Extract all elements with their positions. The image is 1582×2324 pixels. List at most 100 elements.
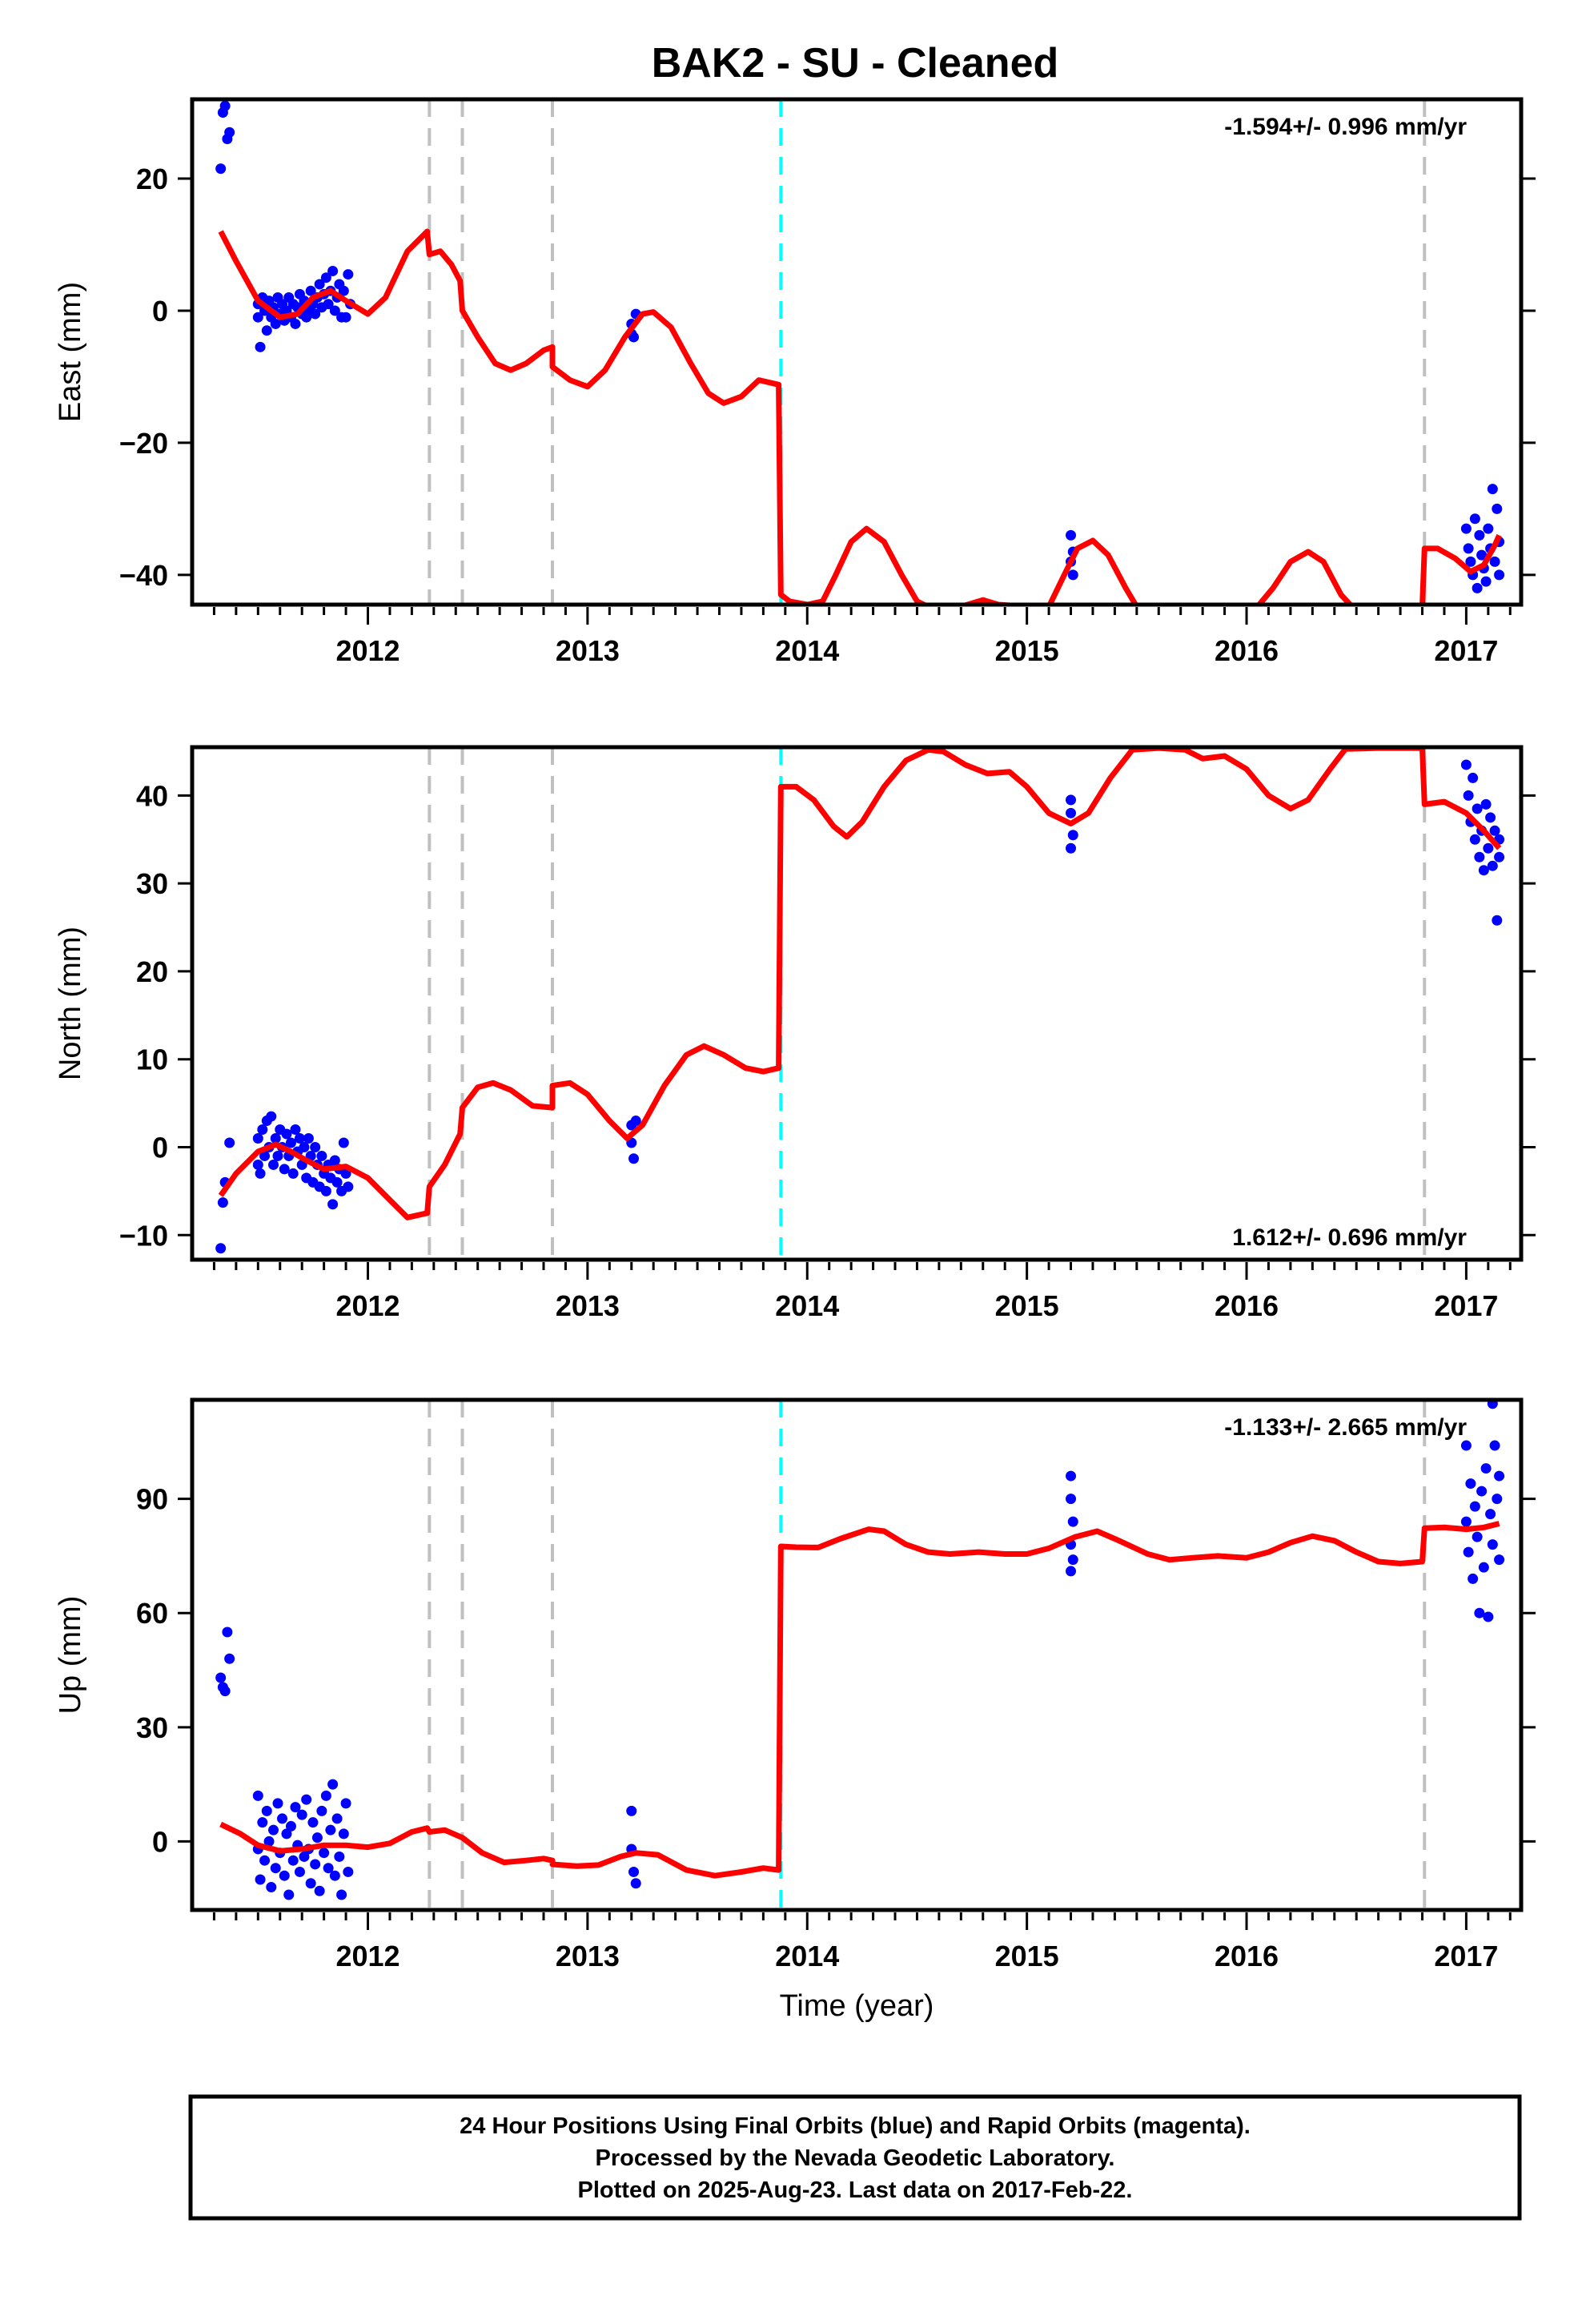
data-point [338,1828,349,1839]
data-point [1460,1516,1472,1527]
data-point [270,1133,281,1144]
data-point [323,299,334,310]
data-point [325,1824,336,1835]
x-tick-label: 2013 [556,1289,620,1322]
data-point [1489,1440,1500,1451]
x-tick-label: 2014 [775,1289,839,1322]
north-panel: 2012 2013 2014 2015 2016 2017 −10 0 10 20 30 40 Nort… [54,745,1536,1322]
east-frame [190,97,1524,607]
data-point [1474,529,1485,541]
data-point [215,163,227,175]
data-point [314,1885,325,1896]
data-point [279,1870,290,1881]
data-point [1468,1573,1479,1584]
data-point [287,1855,299,1866]
up-rate-label: -1.133+/- 2.665 mm/yr [1224,1414,1467,1441]
data-point [255,341,266,352]
y-tick-label: 20 [136,955,168,988]
data-point [283,1889,295,1900]
data-point [314,279,325,290]
east-rate-label: -1.594+/- 0.996 mm/yr [1224,114,1467,140]
data-point [1494,851,1505,862]
data-point [303,1133,314,1144]
data-point [331,1176,343,1188]
data-point [340,312,351,323]
data-point [628,332,640,343]
data-point [261,325,272,336]
data-point [272,1798,283,1809]
data-point [215,1672,227,1683]
east-y-axis-label: East (mm) [54,282,87,422]
x-tick-label: 2012 [335,1940,400,1972]
north-frame [190,745,1524,1262]
data-point [290,1802,301,1813]
data-point [259,1855,271,1866]
data-point [1066,1470,1077,1482]
x-tick-label: 2012 [335,1289,400,1322]
data-point [1492,1494,1503,1505]
data-point [1476,1486,1488,1497]
data-point [215,1243,227,1254]
data-point [1066,842,1077,854]
data-point [1487,1400,1498,1409]
data-point [343,269,354,280]
data-point [294,1133,305,1144]
model-line [219,1521,1500,1879]
data-point [1472,1531,1483,1542]
data-point [320,1790,331,1801]
data-point [1487,860,1498,871]
data-point [307,1817,319,1828]
data-point [281,1828,292,1839]
data-point [272,1150,283,1161]
data-point [1483,842,1494,854]
y-tick-label: −10 [119,1219,168,1252]
footer-box: 24 Hour Positions Using Final Orbits (bl… [188,2094,1522,2221]
data-point [1480,576,1492,587]
data-point [261,1805,272,1816]
data-point [340,1798,351,1809]
x-tick-label: 2015 [995,634,1059,667]
x-tick-label: 2013 [556,1940,620,1972]
data-point [310,308,321,320]
x-tick-label: 2017 [1434,1940,1498,1972]
data-point [255,1168,266,1179]
data-point [252,1159,263,1170]
data-point [290,318,301,329]
data-point [1480,798,1492,810]
data-point [252,312,263,323]
data-point [255,1874,266,1885]
x-tick-label: 2014 [775,634,839,667]
figure-title: BAK2 - SU - Cleaned [652,40,1059,86]
data-point [1487,1539,1498,1550]
data-point [217,1197,228,1208]
up-panel: 2012 2013 2014 2015 2016 2017 0 30 60 90 Up (mm) -1… [54,1397,1536,2023]
x-tick-label: 2017 [1434,1289,1498,1322]
data-point [336,1889,347,1900]
data-point [296,1809,307,1820]
x-tick-label: 2016 [1215,1289,1279,1322]
x-tick-label: 2016 [1215,634,1279,667]
data-point [266,1881,277,1892]
data-point [294,1866,305,1877]
data-point [222,1626,233,1638]
data-point [329,1870,340,1881]
data-point [329,1155,340,1166]
data-point [287,1168,299,1179]
data-point [1066,1494,1077,1505]
x-tick-label: 2013 [556,634,620,667]
y-tick-label: 20 [136,163,168,195]
y-tick-label: 30 [136,1711,168,1744]
data-point [266,1111,277,1122]
footer-frame [188,2094,1522,2221]
data-point [628,1153,640,1164]
data-point [1480,1463,1492,1474]
data-point [285,1820,296,1831]
footer-line-3: Plotted on 2025-Aug-23. Last data on 201… [578,2177,1133,2203]
data-point [319,1848,330,1859]
data-point [320,272,331,283]
y-tick-label: 0 [152,295,168,328]
north-plot-area [215,747,1505,1260]
data-point [299,1851,310,1862]
y-tick-label: 0 [152,1825,168,1858]
data-point [276,1813,287,1824]
